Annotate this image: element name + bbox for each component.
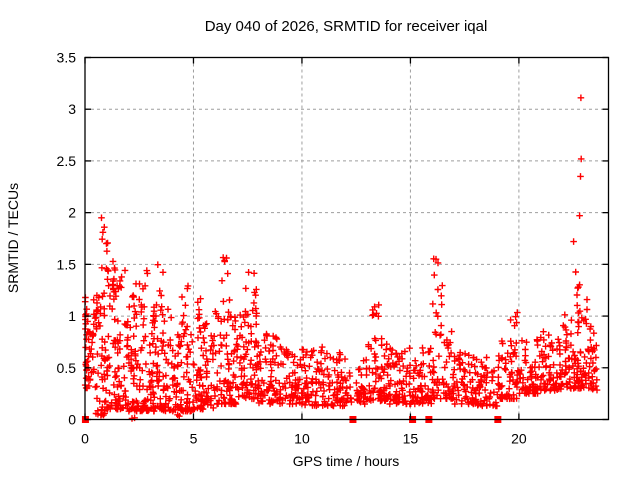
y-tick-label: 2.5: [57, 153, 77, 169]
x-tick-label: 0: [81, 431, 89, 447]
y-tick-label: 1: [68, 308, 76, 324]
axis-layer: [84, 56, 610, 421]
x-tick-label: 10: [294, 431, 310, 447]
x-tick-label: 15: [403, 431, 419, 447]
plot-title: Day 040 of 2026, SRMTID for receiver iqa…: [205, 18, 488, 35]
x-tick-label: 20: [511, 431, 527, 447]
x-axis-label: GPS time / hours: [293, 453, 400, 469]
y-tick-label: 2: [68, 205, 76, 221]
tick-label-layer: 0 5 10 15 20 0 0.5 1 1.5 2 2.5 3 3.5: [57, 50, 527, 447]
y-tick-label: 1.5: [57, 256, 77, 272]
y-tick-label: 3.5: [57, 50, 77, 66]
plot-border: [84, 56, 610, 421]
y-axis-label: SRMTID / TECUs: [5, 183, 21, 293]
y-tick-label: 0.5: [57, 360, 77, 376]
y-tick-label: 0: [68, 412, 76, 428]
data-layer: [81, 94, 601, 423]
x-tick-label: 5: [190, 431, 198, 447]
data-points: [81, 94, 601, 422]
y-tick-label: 3: [68, 101, 76, 117]
